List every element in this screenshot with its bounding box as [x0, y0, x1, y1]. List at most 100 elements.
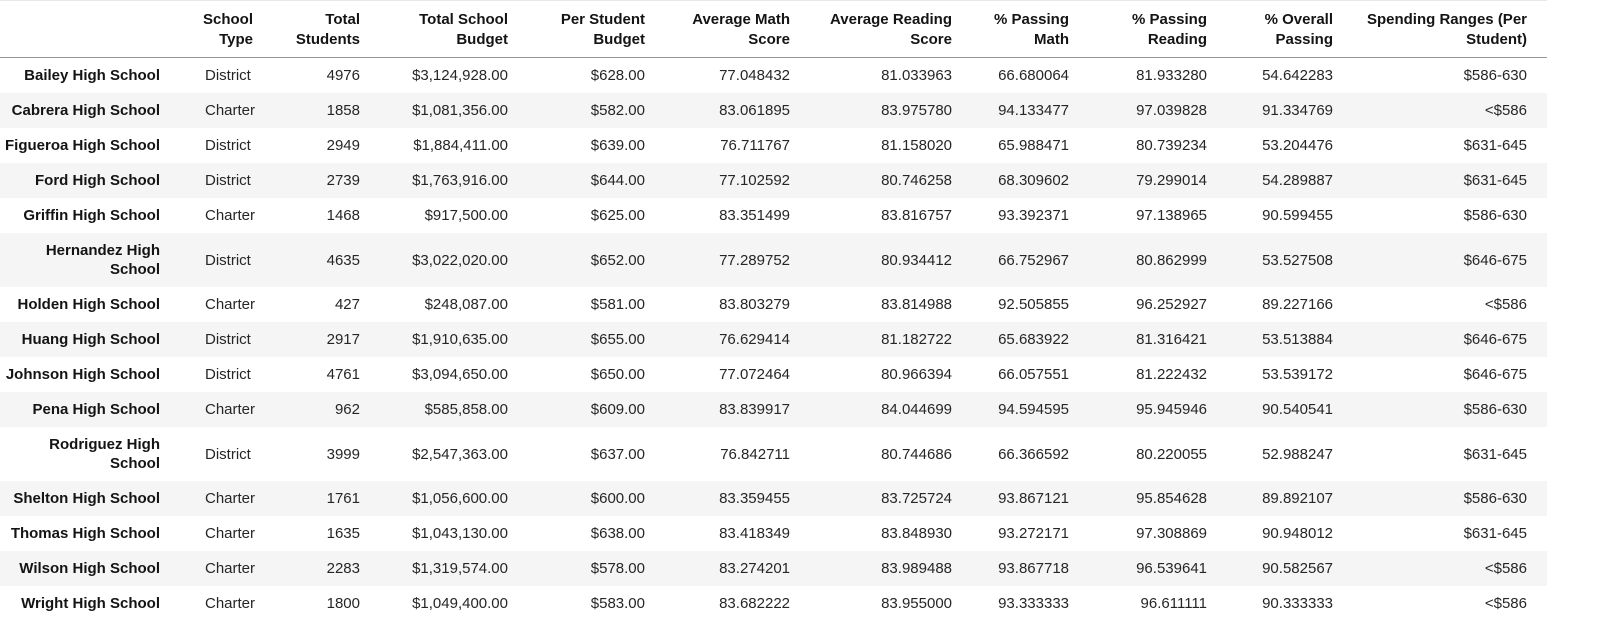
cell-total_students: 427 — [334, 296, 360, 313]
cell-avg_reading_score: 83.814988 — [881, 296, 952, 313]
column-header-avg_math_score: Average Math Score — [665, 0, 810, 58]
table-row: Shelton High School Charter 1761 $1,056,600… — [0, 481, 1547, 516]
cell-pct_overall_passing: 54.642283 — [1262, 67, 1333, 84]
cell-school_type: District — [205, 137, 251, 154]
cell-pct_passing_math: 65.683922 — [998, 331, 1069, 348]
row-header-school-name: Thomas High School — [10, 525, 160, 542]
cell-pct_overall_passing: 90.599455 — [1262, 207, 1333, 224]
table-row: Bailey High School District 4976 $3,124,928… — [0, 57, 1547, 93]
cell-pct_passing_math: 66.057551 — [998, 366, 1069, 383]
cell-total_students: 4976 — [326, 67, 360, 84]
cell-spending_ranges: $586-630 — [1463, 490, 1527, 507]
cell-pct_passing_math: 93.392371 — [998, 207, 1069, 224]
cell-avg_math_score: 83.682222 — [719, 595, 790, 612]
cell-school_type: District — [205, 251, 251, 269]
cell-school_type: Charter — [205, 595, 256, 612]
cell-avg_reading_score: 83.955000 — [881, 595, 952, 612]
table-row: Figueroa High School District 2949 $1,884,4… — [0, 128, 1547, 163]
cell-spending_ranges: <$586 — [1484, 102, 1527, 119]
cell-avg_math_score: 83.803279 — [719, 296, 790, 313]
row-header-school-name: Holden High School — [17, 296, 161, 313]
cell-avg_math_score: 77.072464 — [719, 366, 790, 383]
cell-total_students: 2917 — [326, 331, 360, 348]
table-row: Holden High School Charter 427 $248,087.00 $… — [0, 287, 1547, 322]
cell-spending_ranges: $586-630 — [1463, 207, 1527, 224]
cell-school_type: Charter — [205, 296, 256, 313]
column-header-per_student_budget: Per Student Budget — [528, 0, 665, 58]
cell-avg_math_score: 83.061895 — [719, 102, 790, 119]
cell-per_student_budget: $600.00 — [590, 490, 645, 507]
cell-pct_passing_reading: 96.611111 — [1140, 595, 1207, 612]
cell-total_school_budget: $1,056,600.00 — [412, 490, 508, 507]
cell-spending_ranges: <$586 — [1484, 560, 1527, 577]
cell-pct_passing_math: 93.867718 — [998, 560, 1069, 577]
cell-pct_passing_reading: 97.138965 — [1136, 207, 1207, 224]
cell-school_type: Charter — [205, 102, 256, 119]
cell-per_student_budget: $650.00 — [590, 366, 645, 383]
cell-pct_passing_math: 94.594595 — [998, 401, 1069, 418]
cell-per_student_budget: $638.00 — [590, 525, 645, 542]
table-row: Pena High School Charter 962 $585,858.00 $60… — [0, 392, 1547, 427]
cell-pct_overall_passing: 53.513884 — [1262, 331, 1333, 348]
row-header-school-name: Johnson High School — [5, 366, 160, 383]
cell-avg_math_score: 83.351499 — [719, 207, 790, 224]
cell-pct_passing_reading: 80.739234 — [1136, 137, 1207, 154]
cell-pct_passing_reading: 80.220055 — [1136, 445, 1207, 463]
cell-pct_passing_reading: 79.299014 — [1136, 172, 1207, 189]
cell-avg_reading_score: 83.816757 — [881, 207, 952, 224]
cell-spending_ranges: <$586 — [1484, 595, 1527, 612]
cell-total_school_budget: $917,500.00 — [424, 207, 508, 224]
cell-school_type: District — [205, 172, 251, 189]
cell-school_type: District — [205, 445, 251, 463]
cell-avg_reading_score: 80.746258 — [881, 172, 952, 189]
cell-per_student_budget: $639.00 — [590, 137, 645, 154]
cell-per_student_budget: $628.00 — [590, 67, 645, 84]
column-header-school_type: School Type — [180, 0, 273, 58]
cell-spending_ranges: $631-645 — [1463, 172, 1527, 189]
cell-total_students: 2283 — [326, 560, 360, 577]
row-header-school-name: Shelton High School — [13, 490, 160, 507]
cell-total_students: 2739 — [326, 172, 360, 189]
cell-per_student_budget: $582.00 — [590, 102, 645, 119]
cell-total_students: 1635 — [326, 525, 360, 542]
cell-pct_passing_math: 66.752967 — [998, 251, 1069, 269]
cell-spending_ranges: $631-645 — [1463, 445, 1527, 463]
cell-per_student_budget: $578.00 — [590, 560, 645, 577]
cell-pct_passing_reading: 80.862999 — [1136, 251, 1207, 269]
table-body: Bailey High School District 4976 $3,124,928… — [0, 57, 1547, 621]
cell-pct_passing_math: 66.680064 — [998, 67, 1069, 84]
cell-total_school_budget: $1,319,574.00 — [412, 560, 508, 577]
cell-total_school_budget: $3,022,020.00 — [412, 251, 508, 269]
cell-avg_math_score: 83.359455 — [719, 490, 790, 507]
cell-pct_overall_passing: 90.948012 — [1262, 525, 1333, 542]
cell-avg_math_score: 83.274201 — [719, 560, 790, 577]
cell-total_school_budget: $1,043,130.00 — [412, 525, 508, 542]
cell-school_type: Charter — [205, 560, 256, 577]
cell-total_students: 1468 — [326, 207, 360, 224]
cell-total_school_budget: $1,081,356.00 — [412, 102, 508, 119]
row-header-school-name: Griffin High School — [23, 207, 160, 224]
cell-total_school_budget: $248,087.00 — [424, 296, 508, 313]
cell-total_students: 962 — [334, 401, 360, 418]
cell-avg_math_score: 77.102592 — [719, 172, 790, 189]
school-spending-table: School Type Total Students Total School Bu… — [0, 0, 1547, 621]
column-header-spending_ranges: Spending Ranges (Per Student) — [1353, 0, 1547, 58]
cell-avg_reading_score: 80.934412 — [881, 251, 952, 269]
cell-pct_passing_reading: 81.933280 — [1136, 67, 1207, 84]
cell-per_student_budget: $644.00 — [590, 172, 645, 189]
cell-total_students: 1761 — [326, 490, 360, 507]
cell-spending_ranges: $646-675 — [1463, 251, 1527, 269]
cell-school_type: District — [205, 366, 251, 383]
table-row: Wright High School Charter 1800 $1,049,400.… — [0, 586, 1547, 621]
cell-avg_math_score: 83.418349 — [719, 525, 790, 542]
cell-total_school_budget: $585,858.00 — [424, 401, 508, 418]
table-row: Hernandez High School District 4635 $3,022,… — [0, 233, 1547, 287]
cell-pct_overall_passing: 53.539172 — [1262, 366, 1333, 383]
cell-per_student_budget: $609.00 — [590, 401, 645, 418]
row-header-school-name: Pena High School — [32, 401, 160, 418]
cell-avg_reading_score: 83.975780 — [881, 102, 952, 119]
cell-spending_ranges: $586-630 — [1463, 401, 1527, 418]
header-row: School Type Total Students Total School Bu… — [0, 0, 1547, 58]
cell-avg_reading_score: 83.848930 — [881, 525, 952, 542]
cell-per_student_budget: $655.00 — [590, 331, 645, 348]
